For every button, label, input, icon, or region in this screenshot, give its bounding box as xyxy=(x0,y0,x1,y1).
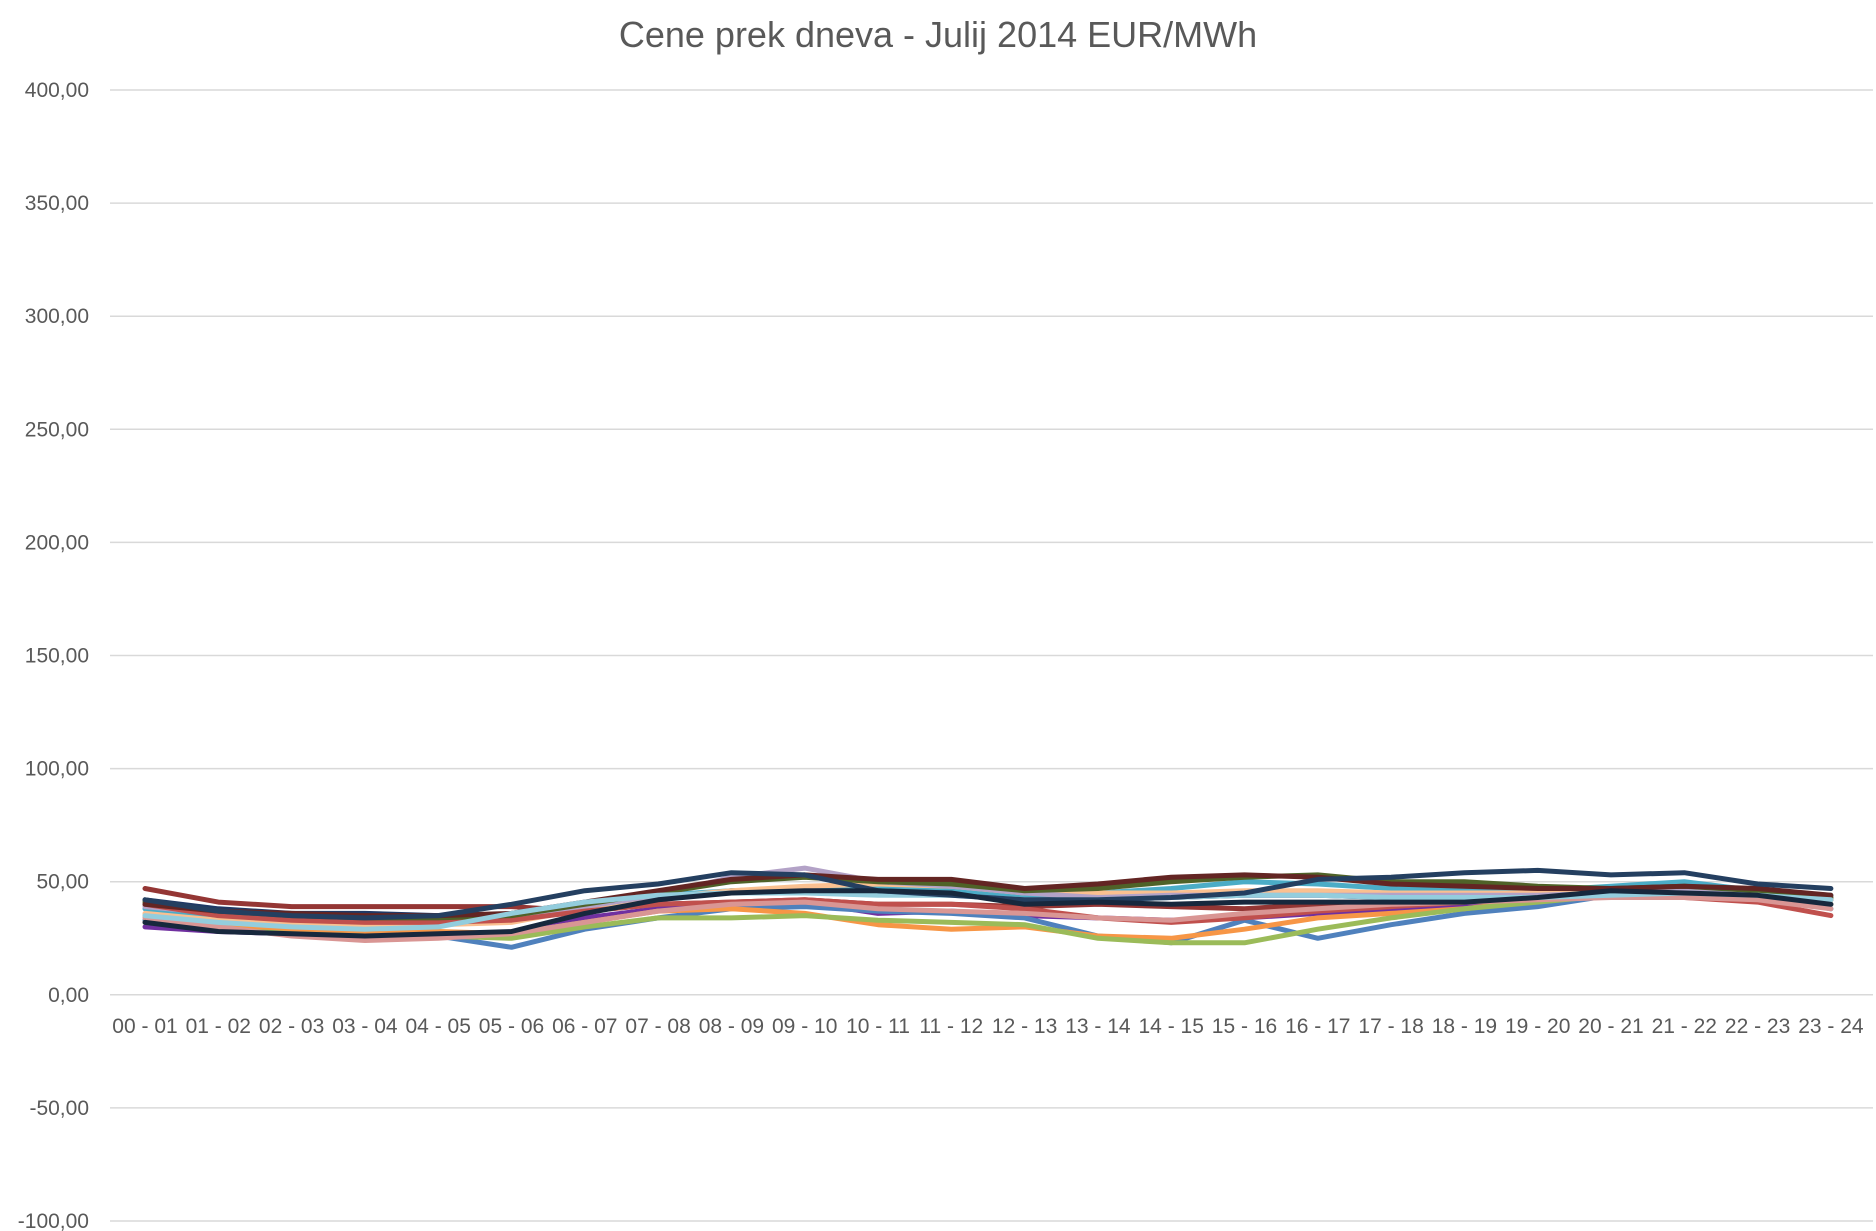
y-tick-label: 350,00 xyxy=(25,192,89,215)
x-tick-label: 11 - 12 xyxy=(919,1015,983,1038)
x-tick-label: 07 - 08 xyxy=(625,1015,690,1038)
x-tick-label: 21 - 22 xyxy=(1652,1015,1717,1038)
x-tick-label: 18 - 19 xyxy=(1432,1015,1497,1038)
y-tick-label: 400,00 xyxy=(25,79,89,102)
series-lines xyxy=(142,865,1834,950)
y-tick-label: 150,00 xyxy=(25,645,89,668)
x-tick-label: 05 - 06 xyxy=(479,1015,544,1038)
x-tick-label: 12 - 13 xyxy=(992,1015,1057,1038)
y-tick-label: 200,00 xyxy=(25,531,89,554)
x-tick-label: 08 - 09 xyxy=(699,1015,764,1038)
x-axis-tick-labels: 00 - 01 01 - 02 02 - 03 03 - 04 04 - 05 05 - … xyxy=(112,1015,1864,1038)
x-tick-label: 01 - 02 xyxy=(186,1015,251,1038)
x-tick-label: 02 - 03 xyxy=(259,1015,324,1038)
gridlines xyxy=(110,89,1873,1222)
x-tick-label: 06 - 07 xyxy=(552,1015,617,1038)
x-tick-label: 15 - 16 xyxy=(1212,1015,1277,1038)
x-tick-label: 04 - 05 xyxy=(406,1015,471,1038)
y-tick-label: 300,00 xyxy=(25,305,89,328)
y-axis-tick-labels: 400,00 350,00 300,00 250,00 200,00 150,00 100,… xyxy=(18,79,89,1231)
y-tick-label: 100,00 xyxy=(25,758,89,781)
y-tick-label: 50,00 xyxy=(36,871,89,894)
x-tick-label: 16 - 17 xyxy=(1285,1015,1350,1038)
series-line-16 xyxy=(142,888,1834,939)
x-tick-label: 20 - 21 xyxy=(1578,1015,1643,1038)
x-tick-label: 03 - 04 xyxy=(332,1015,398,1038)
y-tick-label: -50,00 xyxy=(29,1097,89,1120)
x-tick-label: 23 - 24 xyxy=(1798,1015,1864,1038)
x-tick-label: 14 - 15 xyxy=(1139,1015,1204,1038)
x-tick-label: 22 - 23 xyxy=(1725,1015,1790,1038)
x-tick-label: 17 - 18 xyxy=(1358,1015,1423,1038)
x-tick-label: 10 - 11 xyxy=(846,1015,910,1038)
x-tick-label: 13 - 14 xyxy=(1065,1015,1131,1038)
x-tick-label: 00 - 01 xyxy=(112,1015,177,1038)
x-tick-label: 19 - 20 xyxy=(1505,1015,1570,1038)
chart-title: Cene prek dneva - Julij 2014 EUR/MWh xyxy=(619,14,1257,55)
y-tick-label: -100,00 xyxy=(18,1210,89,1231)
y-tick-label: 0,00 xyxy=(48,984,89,1007)
y-tick-label: 250,00 xyxy=(25,418,89,441)
x-tick-label: 09 - 10 xyxy=(772,1015,837,1038)
